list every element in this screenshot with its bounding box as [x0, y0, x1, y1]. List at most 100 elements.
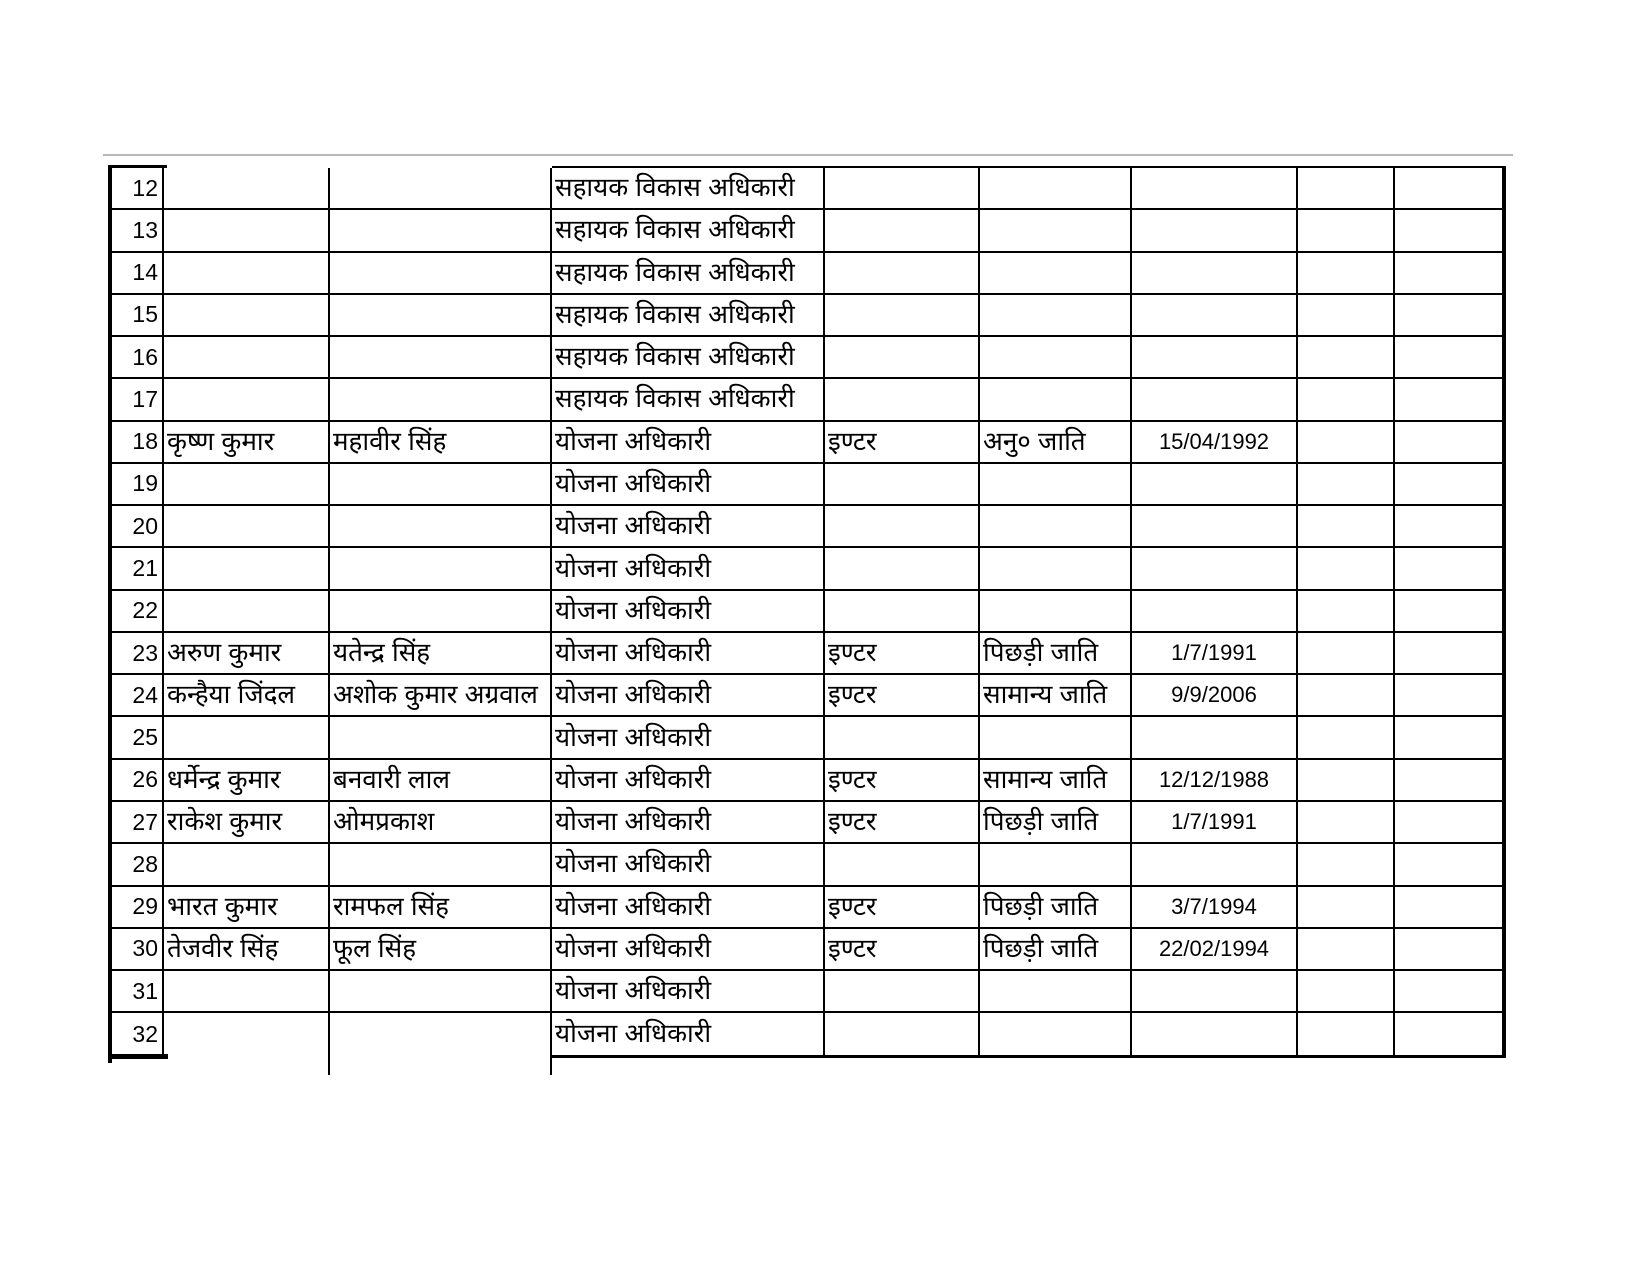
cell-empty: [1395, 210, 1504, 250]
cell-father-name: [330, 337, 552, 378]
cell-empty: [1298, 675, 1395, 716]
cell-empty: [1298, 210, 1395, 251]
cell-date-of-birth: [1132, 337, 1298, 378]
cell-father-name: ओमप्रकाश: [330, 801, 552, 843]
cell-empty: [1395, 633, 1504, 673]
cell-education: [825, 590, 980, 631]
cell-name: [164, 294, 330, 336]
cell-empty: [1298, 548, 1395, 589]
cell-name: [164, 844, 330, 885]
cell-designation: योजना अधिकारी: [552, 675, 825, 716]
table-border-top-right-segment: [552, 166, 1506, 168]
cell-name: [164, 717, 330, 758]
cell-caste-category: [980, 590, 1132, 631]
cell-designation: योजना अधिकारी: [552, 844, 825, 885]
cell-empty: [1395, 844, 1504, 884]
cell-date-of-birth: [1132, 463, 1298, 505]
cell-date-of-birth: [1132, 379, 1298, 420]
cell-empty: [1395, 760, 1504, 800]
cell-empty: [1395, 971, 1504, 1011]
cell-row-number: 26: [111, 759, 164, 800]
cell-name: [164, 971, 330, 1012]
cell-row-number: 18: [111, 421, 164, 462]
table-row: 27 राकेश कुमार ओमप्रकाश योजना अधिकारी इण्टर प…: [111, 801, 1504, 845]
table-row: 17 सहायक विकास अधिकारी: [111, 379, 1504, 422]
cell-caste-category: [980, 252, 1132, 293]
cell-row-number: 30: [111, 928, 164, 970]
cell-father-name: [330, 717, 552, 758]
cell-empty: [1395, 591, 1504, 631]
cell-caste-category: [980, 844, 1132, 885]
cell-caste-category: [980, 463, 1132, 505]
table-row: 18 कृष्ण कुमार महावीर सिंह योजना अधिकारी इण्…: [111, 421, 1504, 464]
table-row: 31 योजना अधिकारी: [111, 971, 1504, 1014]
cell-date-of-birth: 1/7/1991: [1132, 801, 1298, 843]
table-row: 13 सहायक विकास अधिकारी: [111, 210, 1504, 253]
cell-name: [164, 463, 330, 505]
cell-empty: [1395, 548, 1504, 588]
page-break-shadow-line: [103, 154, 1513, 156]
cell-date-of-birth: 3/7/1994: [1132, 886, 1298, 927]
cell-designation: योजना अधिकारी: [552, 421, 825, 462]
cell-row-number: 14: [111, 252, 164, 293]
cell-father-name: [330, 971, 552, 1012]
cell-name: [164, 337, 330, 378]
cell-date-of-birth: [1132, 548, 1298, 589]
cell-designation: सहायक विकास अधिकारी: [552, 337, 825, 378]
cell-caste-category: [980, 168, 1132, 209]
cell-empty: [1395, 464, 1504, 504]
cell-caste-category: [980, 506, 1132, 547]
cell-designation: सहायक विकास अधिकारी: [552, 168, 825, 209]
cell-education: इण्टर: [825, 632, 980, 674]
cell-empty: [1298, 801, 1395, 843]
cell-father-name: [330, 463, 552, 505]
cell-row-number: 16: [111, 337, 164, 378]
cell-empty: [1298, 379, 1395, 420]
table-border-right-edge: [1502, 166, 1506, 1058]
cell-father-name: [330, 379, 552, 420]
cell-row-number: 21: [111, 548, 164, 589]
cell-empty: [1298, 421, 1395, 462]
cell-empty: [1298, 844, 1395, 885]
cell-date-of-birth: 12/12/1988: [1132, 759, 1298, 800]
cell-designation: सहायक विकास अधिकारी: [552, 210, 825, 251]
table-row: 20 योजना अधिकारी: [111, 506, 1504, 549]
cell-father-name: [330, 252, 552, 293]
table-border-left-edge: [108, 165, 112, 1063]
table-row: 28 योजना अधिकारी: [111, 844, 1504, 887]
cell-education: [825, 717, 980, 758]
cell-row-number: 24: [111, 675, 164, 716]
cell-empty: [1298, 337, 1395, 378]
cell-date-of-birth: [1132, 971, 1298, 1012]
cell-caste-category: [980, 337, 1132, 378]
cell-education: [825, 548, 980, 589]
cell-education: [825, 844, 980, 885]
cell-caste-category: [980, 294, 1132, 336]
cell-date-of-birth: [1132, 1013, 1298, 1056]
cell-education: [825, 971, 980, 1012]
cell-row-number: 12: [111, 168, 164, 209]
table-row: 15 सहायक विकास अधिकारी: [111, 294, 1504, 338]
cell-empty: [1395, 379, 1504, 419]
cell-row-number: 23: [111, 632, 164, 674]
table-border-top-left-segment: [109, 165, 167, 168]
cell-father-name: [330, 1013, 552, 1056]
cell-name: [164, 252, 330, 293]
cell-empty: [1395, 887, 1504, 927]
cell-name: धर्मेन्द्र कुमार: [164, 759, 330, 800]
table-row: 30 तेजवीर सिंह फूल सिंह योजना अधिकारी इण्टर प…: [111, 928, 1504, 972]
table-row: 24 कन्हैया जिंदल अशोक कुमार अग्रवाल योजना अ…: [111, 675, 1504, 718]
cell-caste-category: [980, 1013, 1132, 1056]
cell-father-name: [330, 210, 552, 251]
cell-row-number: 13: [111, 210, 164, 251]
cell-father-name: महावीर सिंह: [330, 421, 552, 462]
cell-row-number: 31: [111, 971, 164, 1012]
cell-name: [164, 548, 330, 589]
cell-caste-category: [980, 717, 1132, 758]
cell-caste-category: पिछड़ी जाति: [980, 928, 1132, 970]
cell-date-of-birth: [1132, 590, 1298, 631]
cell-empty: [1395, 168, 1504, 208]
cell-designation: योजना अधिकारी: [552, 886, 825, 927]
cell-father-name: [330, 548, 552, 589]
cell-row-number: 28: [111, 844, 164, 885]
